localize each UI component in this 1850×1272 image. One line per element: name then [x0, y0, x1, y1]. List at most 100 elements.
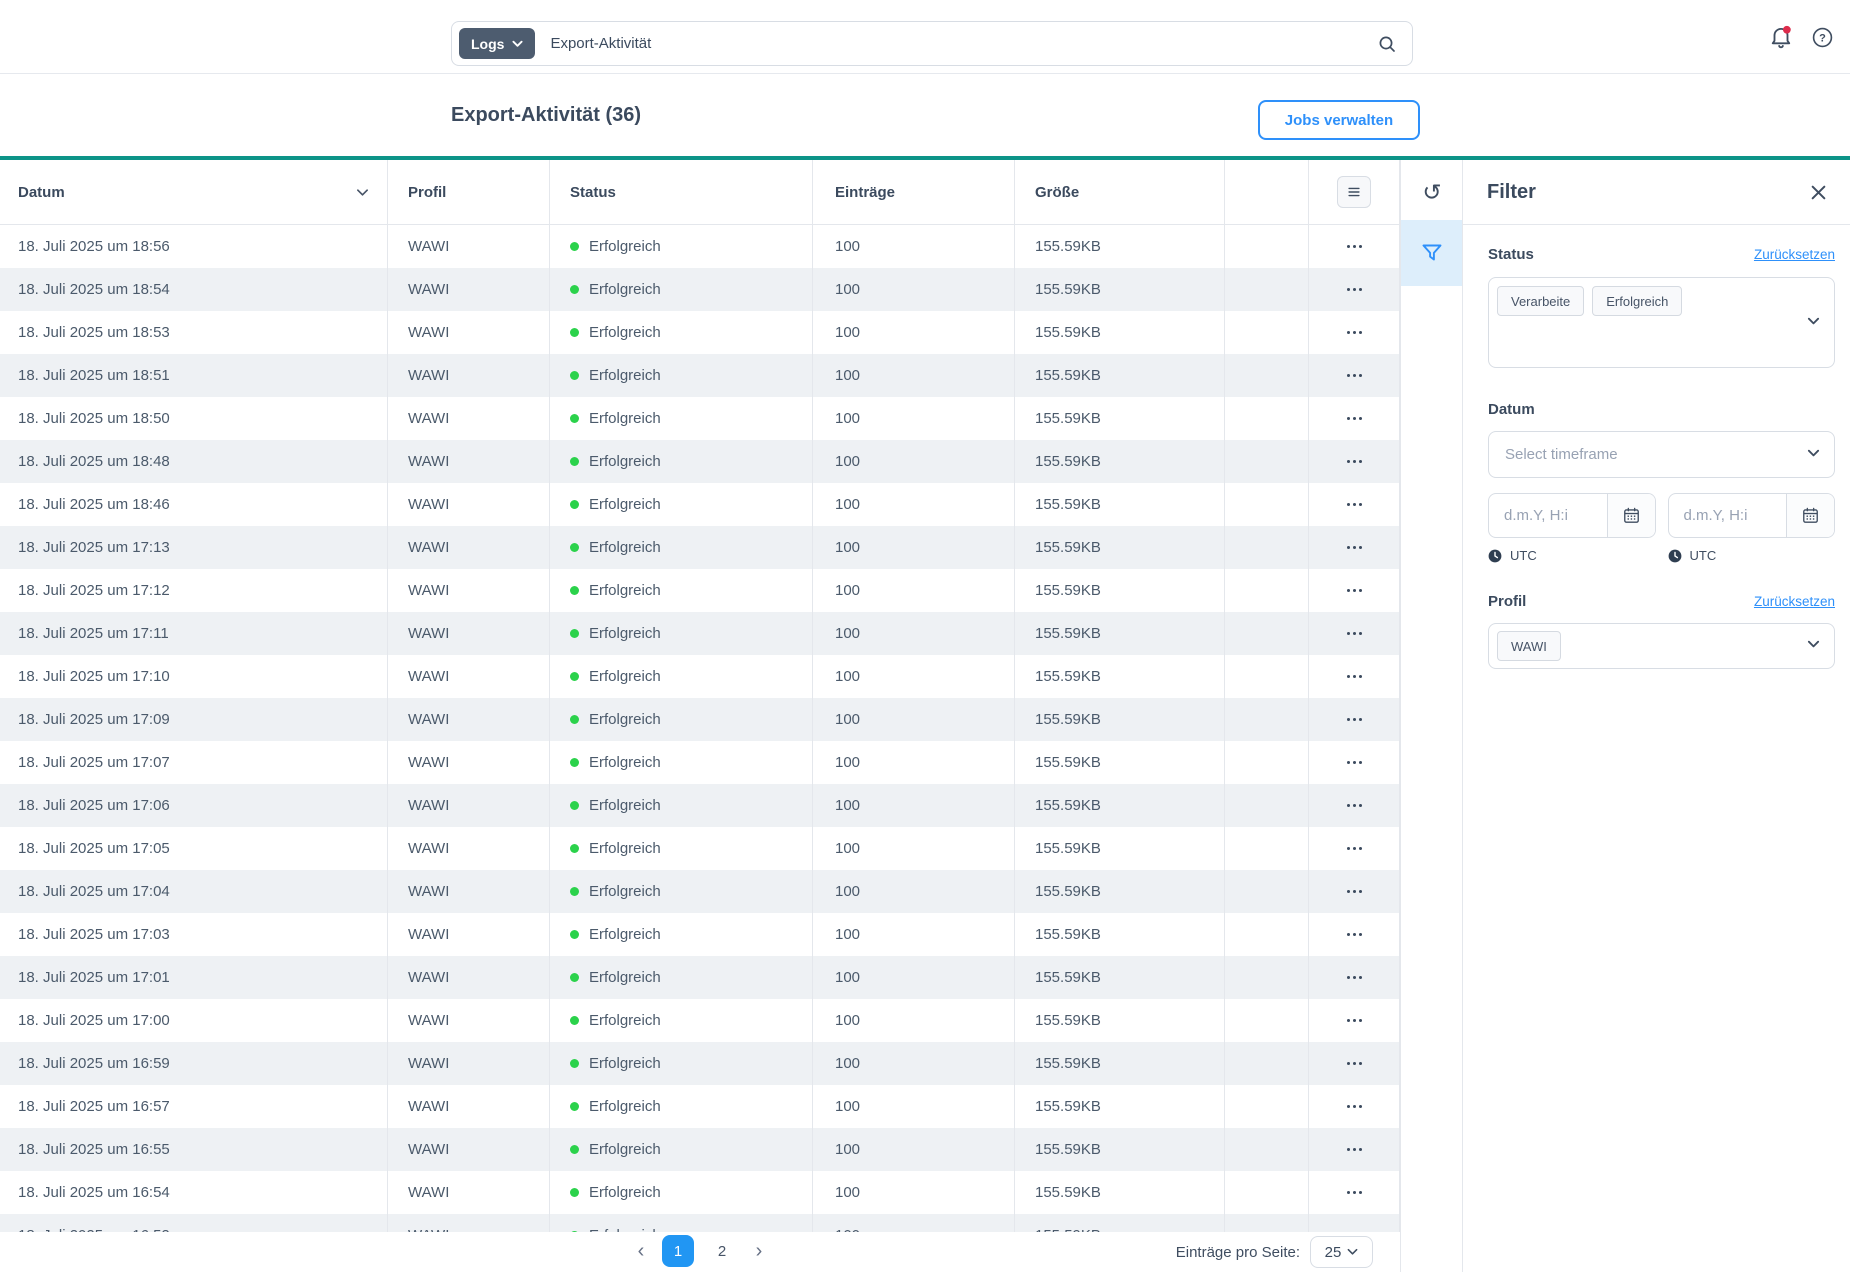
calendar-icon[interactable]: [1786, 494, 1834, 537]
table-row[interactable]: 18. Juli 2025 um 18:46 WAWI Erfolgreich …: [0, 483, 1400, 526]
status-multiselect[interactable]: Verarbeite Erfolgreich: [1488, 277, 1835, 368]
column-header-profil[interactable]: Profil: [388, 160, 550, 224]
cell-empty: [1225, 526, 1309, 569]
table-row[interactable]: 18. Juli 2025 um 17:10 WAWI Erfolgreich …: [0, 655, 1400, 698]
cell-groesse: 155.59KB: [1015, 870, 1225, 913]
row-actions-ellipsis-icon[interactable]: [1341, 970, 1368, 985]
search-icon[interactable]: [1377, 34, 1397, 54]
row-actions-ellipsis-icon[interactable]: [1341, 669, 1368, 684]
table-row[interactable]: 18. Juli 2025 um 17:05 WAWI Erfolgreich …: [0, 827, 1400, 870]
cell-eintraege: 100: [813, 483, 1015, 526]
next-page-icon[interactable]: ›: [750, 1241, 768, 1261]
search-scope-dropdown[interactable]: Logs: [459, 28, 536, 59]
per-page-select[interactable]: 25: [1310, 1236, 1373, 1268]
profile-chip[interactable]: WAWI: [1497, 631, 1561, 661]
cell-eintraege: 100: [813, 354, 1015, 397]
table-row[interactable]: 18. Juli 2025 um 17:04 WAWI Erfolgreich …: [0, 870, 1400, 913]
row-actions-ellipsis-icon[interactable]: [1341, 368, 1368, 383]
row-actions-ellipsis-icon[interactable]: [1341, 411, 1368, 426]
table-row[interactable]: 18. Juli 2025 um 18:51 WAWI Erfolgreich …: [0, 354, 1400, 397]
chevron-down-icon[interactable]: [1807, 317, 1820, 326]
row-actions-ellipsis-icon[interactable]: [1341, 1099, 1368, 1114]
row-actions-ellipsis-icon[interactable]: [1341, 454, 1368, 469]
table-row[interactable]: 18. Juli 2025 um 17:13 WAWI Erfolgreich …: [0, 526, 1400, 569]
table-row[interactable]: 18. Juli 2025 um 17:09 WAWI Erfolgreich …: [0, 698, 1400, 741]
row-actions-ellipsis-icon[interactable]: [1341, 583, 1368, 598]
table-row[interactable]: 18. Juli 2025 um 16:57 WAWI Erfolgreich …: [0, 1085, 1400, 1128]
table-row[interactable]: 18. Juli 2025 um 17:01 WAWI Erfolgreich …: [0, 956, 1400, 999]
cell-status: Erfolgreich: [550, 440, 813, 483]
table-row[interactable]: 18. Juli 2025 um 16:54 WAWI Erfolgreich …: [0, 1171, 1400, 1214]
cell-status: Erfolgreich: [550, 999, 813, 1042]
cell-empty: [1225, 741, 1309, 784]
table-row[interactable]: 18. Juli 2025 um 17:11 WAWI Erfolgreich …: [0, 612, 1400, 655]
calendar-icon[interactable]: [1606, 494, 1655, 537]
column-header-datum[interactable]: Datum: [0, 160, 388, 224]
row-actions-ellipsis-icon[interactable]: [1341, 798, 1368, 813]
row-actions-ellipsis-icon[interactable]: [1341, 884, 1368, 899]
filter-toggle-button[interactable]: [1401, 220, 1463, 286]
cell-actions: [1309, 268, 1400, 311]
row-actions-ellipsis-icon[interactable]: [1341, 841, 1368, 856]
column-header-status[interactable]: Status: [550, 160, 813, 224]
page-button-1[interactable]: 1: [662, 1235, 694, 1267]
chevron-down-icon[interactable]: [1807, 640, 1820, 649]
row-actions-ellipsis-icon[interactable]: [1341, 239, 1368, 254]
close-icon[interactable]: [1810, 184, 1827, 201]
reset-table-button[interactable]: ↺: [1401, 160, 1463, 225]
status-reset-link[interactable]: Zurücksetzen: [1753, 247, 1835, 262]
row-actions-ellipsis-icon[interactable]: [1341, 626, 1368, 641]
profile-reset-link[interactable]: Zurücksetzen: [1753, 594, 1835, 609]
table-row[interactable]: 18. Juli 2025 um 18:50 WAWI Erfolgreich …: [0, 397, 1400, 440]
cell-empty: [1225, 612, 1309, 655]
table-row[interactable]: 18. Juli 2025 um 17:00 WAWI Erfolgreich …: [0, 999, 1400, 1042]
table-row[interactable]: 18. Juli 2025 um 18:53 WAWI Erfolgreich …: [0, 311, 1400, 354]
row-actions-ellipsis-icon[interactable]: [1341, 325, 1368, 340]
table-row[interactable]: 18. Juli 2025 um 18:54 WAWI Erfolgreich …: [0, 268, 1400, 311]
table-row[interactable]: 18. Juli 2025 um 18:48 WAWI Erfolgreich …: [0, 440, 1400, 483]
prev-page-icon[interactable]: ‹: [632, 1241, 650, 1261]
cell-eintraege: 100: [813, 397, 1015, 440]
row-actions-ellipsis-icon[interactable]: [1341, 927, 1368, 942]
row-actions-ellipsis-icon[interactable]: [1341, 497, 1368, 512]
notifications-bell-icon[interactable]: [1768, 24, 1794, 50]
status-chip[interactable]: Erfolgreich: [1592, 286, 1683, 316]
table-row[interactable]: 18. Juli 2025 um 18:56 WAWI Erfolgreich …: [0, 225, 1400, 268]
cell-profil: WAWI: [388, 1085, 550, 1128]
table-row[interactable]: 18. Juli 2025 um 17:03 WAWI Erfolgreich …: [0, 913, 1400, 956]
column-header-groesse[interactable]: Größe: [1015, 160, 1225, 224]
sort-chevron-icon[interactable]: [356, 188, 369, 197]
row-actions-ellipsis-icon[interactable]: [1341, 1013, 1368, 1028]
row-actions-ellipsis-icon[interactable]: [1341, 755, 1368, 770]
row-actions-ellipsis-icon[interactable]: [1341, 1185, 1368, 1200]
table-row[interactable]: 18. Juli 2025 um 17:12 WAWI Erfolgreich …: [0, 569, 1400, 612]
row-actions-ellipsis-icon[interactable]: [1341, 1056, 1368, 1071]
row-actions-ellipsis-icon[interactable]: [1341, 282, 1368, 297]
row-actions-ellipsis-icon[interactable]: [1341, 712, 1368, 727]
profile-multiselect[interactable]: WAWI: [1488, 623, 1835, 669]
cell-actions: [1309, 784, 1400, 827]
table-row[interactable]: 18. Juli 2025 um 17:07 WAWI Erfolgreich …: [0, 741, 1400, 784]
date-from-input[interactable]: d.m.Y, H:i: [1488, 493, 1656, 538]
table-row[interactable]: 18. Juli 2025 um 17:06 WAWI Erfolgreich …: [0, 784, 1400, 827]
table-row[interactable]: 18. Juli 2025 um 16:52 WAWI Erfolgreich …: [0, 1214, 1400, 1232]
cell-profil: WAWI: [388, 225, 550, 268]
column-header-eintraege[interactable]: Einträge: [813, 160, 1015, 224]
page-button-2[interactable]: 2: [706, 1235, 738, 1267]
timeframe-select[interactable]: Select timeframe: [1488, 431, 1835, 478]
global-search[interactable]: Logs: [451, 21, 1413, 66]
row-actions-ellipsis-icon[interactable]: [1341, 540, 1368, 555]
status-chip[interactable]: Verarbeite: [1497, 286, 1585, 316]
cell-status: Erfolgreich: [550, 1085, 813, 1128]
help-icon[interactable]: ?: [1811, 26, 1834, 49]
row-actions-ellipsis-icon[interactable]: [1341, 1142, 1368, 1157]
date-to-input[interactable]: d.m.Y, H:i: [1667, 493, 1835, 538]
table-row[interactable]: 18. Juli 2025 um 16:55 WAWI Erfolgreich …: [0, 1128, 1400, 1171]
cell-groesse: 155.59KB: [1015, 354, 1225, 397]
cell-profil: WAWI: [388, 1214, 550, 1232]
manage-jobs-button[interactable]: Jobs verwalten: [1258, 100, 1420, 140]
cell-eintraege: 100: [813, 870, 1015, 913]
search-input[interactable]: [535, 35, 1377, 52]
table-row[interactable]: 18. Juli 2025 um 16:59 WAWI Erfolgreich …: [0, 1042, 1400, 1085]
column-settings-button[interactable]: [1337, 176, 1371, 208]
